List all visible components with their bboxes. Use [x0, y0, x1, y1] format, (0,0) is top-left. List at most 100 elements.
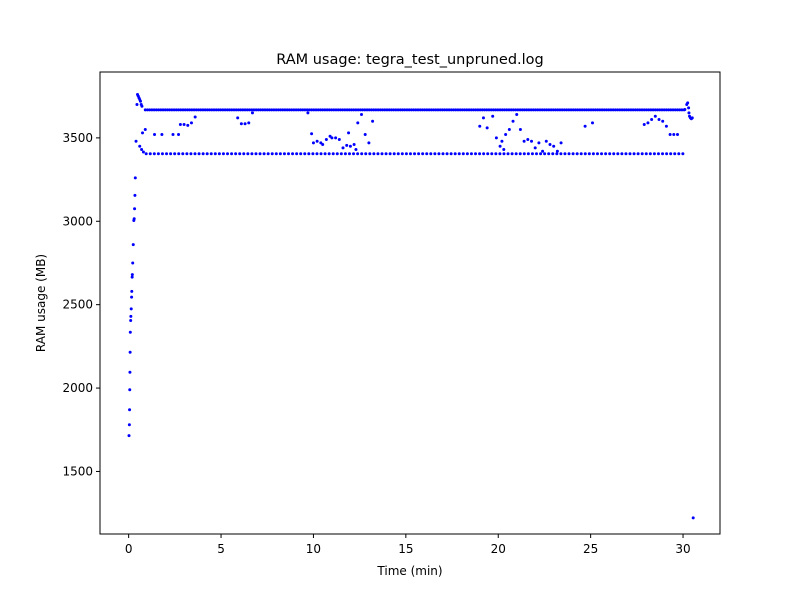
data-point	[549, 108, 553, 112]
data-point	[541, 149, 545, 153]
data-point	[612, 152, 616, 156]
data-point	[143, 128, 147, 132]
data-point	[376, 108, 380, 112]
data-point	[531, 108, 535, 112]
data-point	[173, 152, 177, 156]
data-point	[687, 111, 691, 115]
data-point	[502, 152, 506, 156]
data-point	[129, 307, 133, 311]
data-point	[145, 108, 149, 112]
data-point	[542, 108, 546, 112]
data-point	[575, 152, 579, 156]
data-point	[352, 152, 356, 156]
data-point	[177, 133, 181, 137]
data-point	[656, 108, 660, 112]
data-point	[389, 108, 393, 112]
data-point	[254, 152, 258, 156]
plot-frame	[99, 71, 721, 535]
data-point	[400, 152, 404, 156]
data-point	[150, 108, 154, 112]
data-point	[534, 108, 538, 112]
data-point	[507, 108, 511, 112]
data-point	[299, 108, 303, 112]
data-point	[573, 108, 577, 112]
data-point	[620, 152, 624, 156]
data-point	[239, 122, 243, 126]
data-point	[600, 152, 604, 156]
data-point	[383, 108, 387, 112]
data-point	[201, 152, 205, 156]
data-point	[518, 128, 522, 132]
data-point	[587, 152, 591, 156]
data-point	[476, 108, 480, 112]
data-point	[436, 108, 440, 112]
data-point	[345, 143, 349, 147]
data-point	[494, 136, 498, 140]
data-point	[193, 152, 197, 156]
data-point	[262, 152, 266, 156]
data-point	[414, 108, 418, 112]
data-point	[683, 108, 687, 112]
data-point	[347, 152, 351, 156]
data-point	[127, 423, 131, 427]
data-point	[481, 116, 485, 120]
data-point	[128, 350, 132, 354]
data-point	[687, 106, 691, 110]
data-point	[128, 330, 132, 334]
data-point	[680, 108, 684, 112]
data-point	[307, 152, 311, 156]
data-point	[307, 108, 311, 112]
data-point	[489, 108, 493, 112]
data-point	[404, 152, 408, 156]
data-point	[205, 108, 209, 112]
data-point	[369, 108, 373, 112]
data-point	[189, 121, 193, 125]
data-point	[567, 108, 571, 112]
data-point	[437, 152, 441, 156]
data-point	[228, 108, 232, 112]
data-point	[412, 108, 416, 112]
data-point	[589, 108, 593, 112]
data-point	[336, 108, 340, 112]
data-point	[555, 152, 559, 156]
data-point	[197, 152, 201, 156]
data-point	[343, 152, 347, 156]
data-point	[238, 152, 242, 156]
data-point	[256, 108, 260, 112]
data-point	[212, 108, 216, 112]
data-point	[270, 108, 274, 112]
data-point	[460, 108, 464, 112]
data-point	[593, 108, 597, 112]
y-tick-label: 3000	[62, 214, 93, 228]
data-point	[226, 152, 230, 156]
data-point	[179, 108, 183, 112]
data-point	[311, 141, 315, 145]
data-point	[396, 108, 400, 112]
data-point	[303, 152, 307, 156]
data-point	[559, 152, 563, 156]
data-point	[647, 108, 651, 112]
data-point	[556, 108, 560, 112]
data-point	[560, 108, 564, 112]
data-point	[172, 108, 176, 112]
data-point	[632, 152, 636, 156]
data-point	[494, 152, 498, 156]
data-point	[283, 108, 287, 112]
data-point	[263, 108, 267, 112]
data-point	[127, 434, 131, 438]
data-point	[159, 108, 163, 112]
data-point	[664, 124, 668, 128]
data-point	[252, 108, 256, 112]
data-point	[356, 152, 360, 156]
data-point	[232, 108, 236, 112]
data-point	[540, 108, 544, 112]
data-point	[672, 133, 676, 137]
data-point	[504, 133, 508, 137]
y-axis-ticks: 1500 2000 2500 3000 3500	[62, 131, 100, 478]
data-point	[559, 141, 563, 145]
data-point	[189, 152, 193, 156]
data-point	[303, 108, 307, 112]
data-point	[242, 152, 246, 156]
data-point	[434, 108, 438, 112]
